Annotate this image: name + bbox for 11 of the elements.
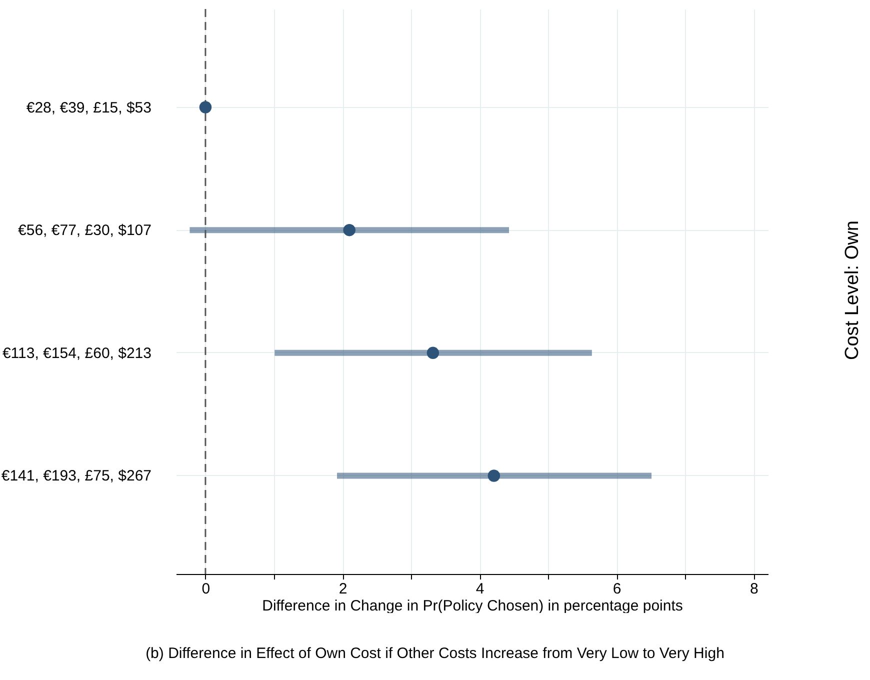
- x-tick-label: 6: [612, 580, 622, 598]
- y-tick-label: €141, €193, £75, $267: [1, 468, 152, 485]
- x-tick-label: 8: [750, 580, 758, 598]
- y-tick-label: €56, €77, £30, $107: [18, 222, 152, 240]
- y-tick-label: €28, €39, £15, $53: [26, 99, 152, 116]
- x-tick-label: 4: [476, 580, 484, 598]
- x-tick-label: 0: [202, 580, 210, 598]
- text: Cost Level: Own: [842, 219, 864, 362]
- x-tick-label: 2: [338, 580, 348, 598]
- text: (b) Difference in Effect of Own Cost if Other Costs Increase from Very Low to Very High: [144, 645, 726, 662]
- y-tick-label: €113, €154, £60, $213: [2, 344, 152, 362]
